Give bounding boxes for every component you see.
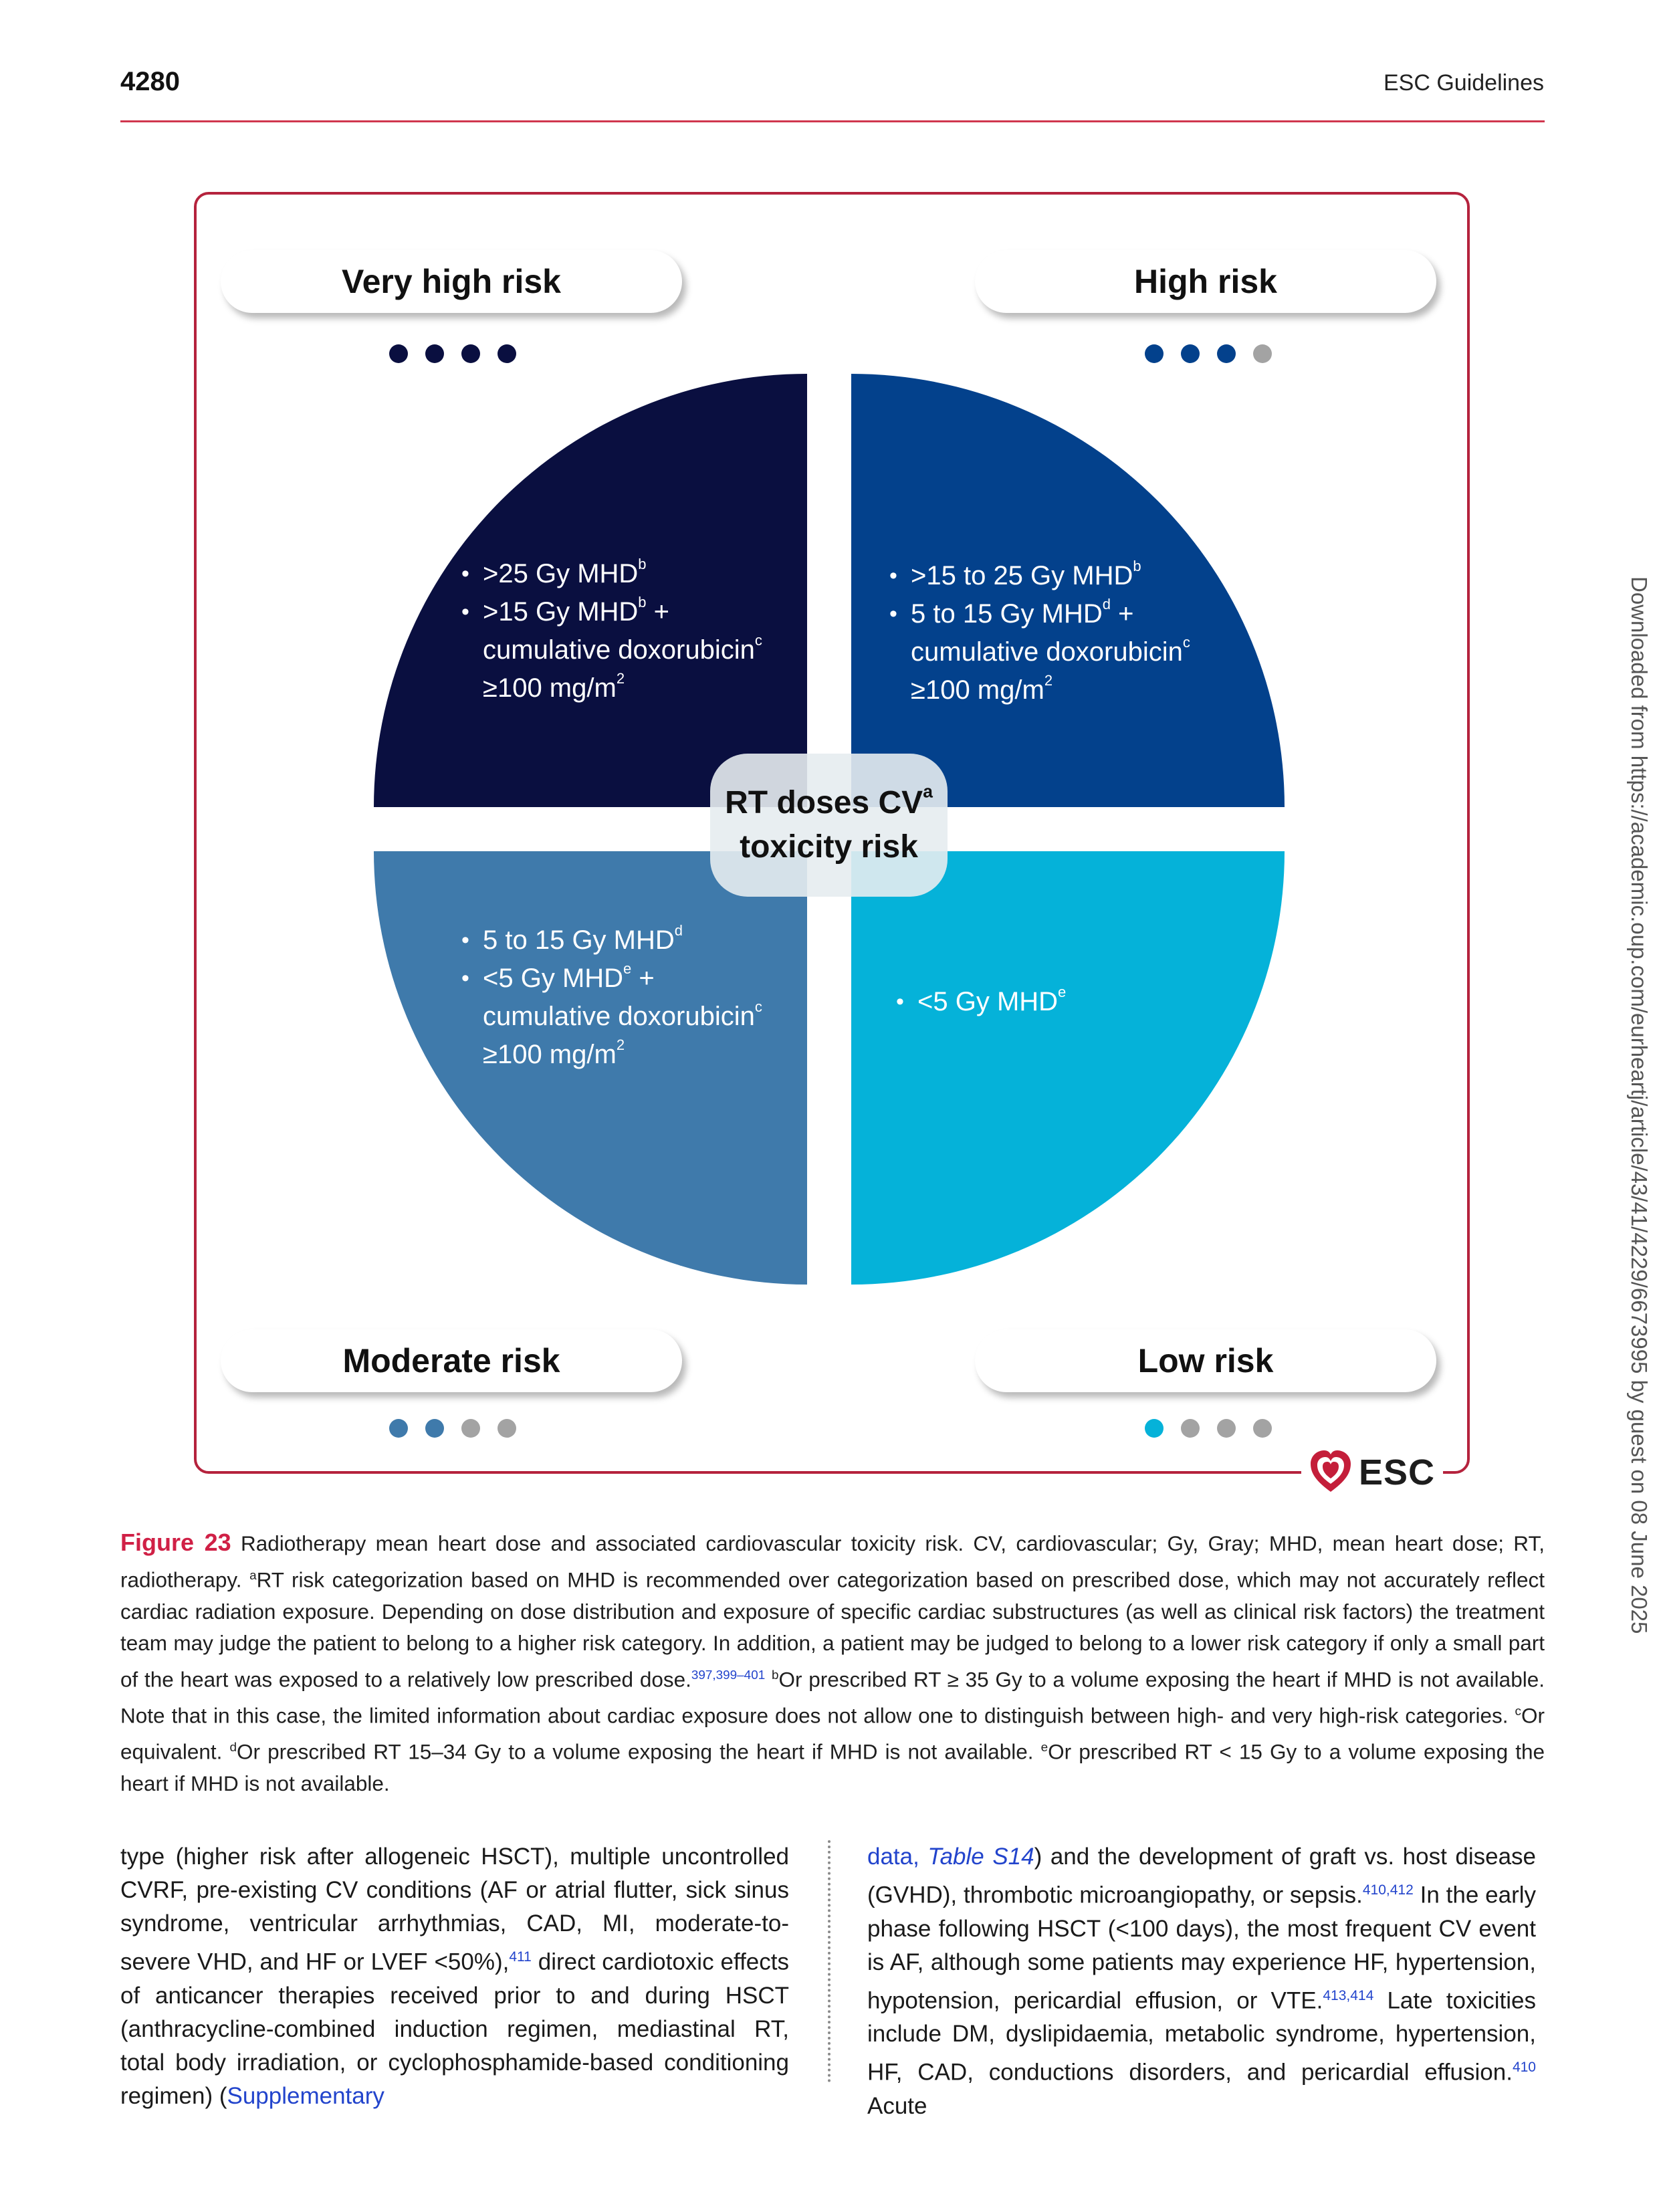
criteria-item: • >15 Gy MHDb +: [461, 594, 670, 627]
figure-caption: Figure 23 Radiotherapy mean heart dose a…: [120, 1529, 1545, 1795]
risk-dot-filled: [1181, 344, 1200, 363]
risk-dot-filled: [389, 344, 408, 363]
body-column-left: type (higher risk after allogeneic HSCT)…: [120, 1844, 789, 2109]
risk-dot-filled: [389, 1419, 408, 1438]
moderate-risk-dots: [389, 1419, 516, 1438]
esc-logo: ESC: [1301, 1446, 1444, 1499]
risk-dot-filled: [1145, 344, 1164, 363]
reference-link[interactable]: 410: [1512, 2060, 1536, 2076]
high-risk-criteria: • >15 to 25 Gy MHDb • 5 to 15 Gy MHDd + cu…: [889, 557, 1264, 709]
risk-dot-filled: [425, 1419, 444, 1438]
risk-dot-empty: [1253, 1419, 1272, 1438]
moderate-risk-criteria: • 5 to 15 Gy MHDd • <5 Gy MHDe + cumulativ…: [461, 921, 809, 1074]
high-risk-dots: [1145, 344, 1272, 363]
quadrant-very-high-risk: [374, 374, 807, 807]
reference-link[interactable]: 411: [509, 1949, 532, 1965]
criteria-item: • 5 to 15 Gy MHDd +: [889, 596, 1134, 629]
table-s14-link[interactable]: Table S14: [927, 1844, 1034, 1870]
criteria-item: • >25 Gy MHDb: [461, 556, 647, 588]
very-high-risk-dots: [389, 344, 516, 363]
risk-dot-filled: [497, 344, 516, 363]
risk-quadrant-chart: [374, 374, 1285, 1285]
reference-link[interactable]: 410,412: [1362, 1882, 1414, 1898]
risk-dot-filled: [461, 344, 480, 363]
quadrant-high-risk: [851, 374, 1285, 807]
low-risk-criteria: • <5 Gy MHDe: [896, 983, 1177, 1021]
center-label: RT doses CVa toxicity risk: [710, 754, 948, 897]
criteria-item: • <5 Gy MHDe: [896, 984, 1067, 1016]
page-number: 4280: [120, 67, 180, 96]
supplementary-data-link[interactable]: data,: [867, 1844, 928, 1870]
high-risk-label: High risk: [975, 250, 1436, 313]
reference-link[interactable]: 397,399–401: [691, 1668, 766, 1682]
criteria-item: • <5 Gy MHDe +: [461, 960, 655, 993]
criteria-item: • 5 to 15 Gy MHDd: [461, 922, 683, 955]
moderate-risk-label: Moderate risk: [221, 1329, 682, 1392]
figure-label: Figure 23: [120, 1529, 231, 1556]
esc-logo-text: ESC: [1359, 1452, 1436, 1492]
very-high-risk-criteria: • >25 Gy MHDb • >15 Gy MHDb + cumulative d…: [461, 555, 809, 707]
reference-link[interactable]: 413,414: [1323, 1987, 1374, 2003]
header-rule: [120, 120, 1545, 122]
risk-dot-filled: [425, 344, 444, 363]
column-divider: [828, 1840, 831, 2082]
supplementary-link[interactable]: Supplementary: [227, 2082, 384, 2109]
risk-dot-filled: [1145, 1419, 1164, 1438]
risk-dot-empty: [497, 1419, 516, 1438]
risk-dot-filled: [1217, 344, 1236, 363]
low-risk-dots: [1145, 1419, 1272, 1438]
quadrant-low-risk: [851, 851, 1285, 1285]
risk-dot-empty: [1253, 344, 1272, 363]
risk-dot-empty: [1217, 1419, 1236, 1438]
risk-dot-empty: [461, 1419, 480, 1438]
very-high-risk-label: Very high risk: [221, 250, 682, 313]
heart-icon: [1311, 1450, 1351, 1492]
figure-frame: [194, 192, 1470, 1474]
low-risk-label: Low risk: [975, 1329, 1436, 1392]
risk-dot-empty: [1181, 1419, 1200, 1438]
body-column-right: data, Table S14) and the development of …: [867, 1844, 1536, 2119]
criteria-item: • >15 to 25 Gy MHDb: [889, 558, 1141, 590]
quadrant-moderate-risk: [374, 851, 807, 1285]
download-notice: Downloaded from https://academic.oup.com…: [1627, 576, 1652, 1634]
running-head: ESC Guidelines: [1383, 70, 1544, 96]
